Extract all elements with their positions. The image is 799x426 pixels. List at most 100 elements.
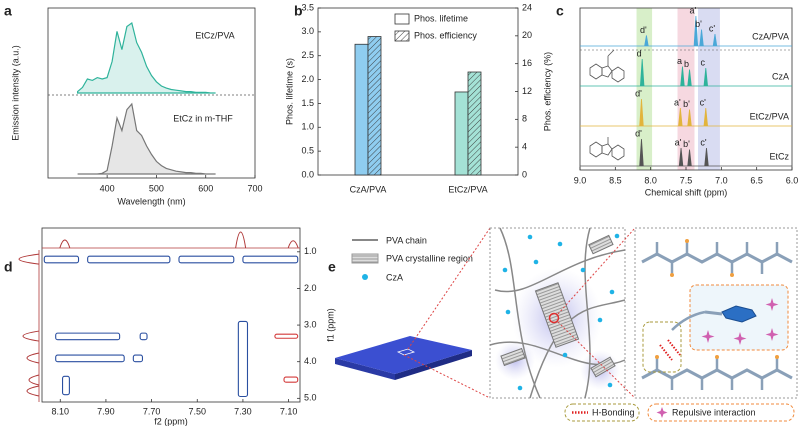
zoom-line [557,227,636,315]
legend-label: Phos. efficiency [414,30,477,40]
side-groups [655,242,779,390]
series-label: CzA [772,71,789,81]
projection-peak [287,240,299,249]
legend-crystal [351,253,379,264]
peak-label: a' [690,5,697,15]
film-side [395,350,472,380]
x-tick-label: 7.30 [234,406,252,416]
peak [639,138,644,167]
contour [55,332,121,341]
key-box [564,403,640,422]
spectrum [77,21,216,94]
zoom-line [407,227,491,350]
x-axis-title: Chemical shift (ppm) [645,187,728,197]
x-tick-label: 700 [247,183,262,193]
projection-peak [22,330,40,342]
y-tick-label: 4.0 [304,356,317,366]
cza-dots [502,233,620,391]
y-tick-label: 1.0 [301,122,314,132]
legend-text: CzA [386,272,403,282]
peak [693,15,699,47]
peak [703,67,708,87]
x-tick-label: 6.0 [786,175,799,185]
panel-label: e [328,259,336,275]
peak [639,98,644,127]
bar [467,71,482,176]
peak [703,107,708,127]
x-tick-label: CzA/PVA [350,184,387,194]
hbond-box [642,321,682,373]
series-label: CzA/PVA [752,31,789,41]
legend-swatch [394,30,410,42]
peak [687,69,692,87]
peak-label: d' [635,128,642,138]
y-tick-label: 0.0 [301,169,314,179]
hbond [659,344,673,361]
chain [584,227,591,399]
legend-dot [362,274,368,280]
y-tick-label: 5.0 [304,393,317,403]
highlight-band [677,8,695,170]
peak-label: c' [709,23,716,33]
x-tick-label: 500 [149,183,164,193]
contour [43,255,80,264]
zoom-mark [548,312,560,324]
film-zoom [396,348,416,356]
contour [237,320,249,398]
plot-frame [41,227,301,403]
contour [274,333,299,339]
carboxyl [671,310,706,331]
key-text: H-Bonding [592,407,635,417]
contour [55,354,125,363]
projection-peak [18,253,40,265]
y2-tick-label: 0 [522,169,527,179]
y-tick-label: 0.5 [301,146,314,156]
peak-label: b' [695,19,702,29]
x-axis-title: f2 (ppm) [154,416,188,426]
peak [639,58,645,87]
zoom-line [403,354,491,399]
crystal [588,234,614,255]
y-tick-label: 1.5 [301,98,314,108]
y-axis-title: Phos. lifetime (s) [284,58,294,125]
highlight-band [698,8,720,170]
contour [61,375,70,396]
peak [704,147,709,167]
peak [678,107,683,127]
panel-label: a [4,3,12,19]
chain [494,249,626,293]
projection-peak [26,352,40,364]
peak-label: c [701,57,706,67]
projection-peak [59,239,71,249]
panel-label: c [556,3,564,19]
film-side [335,358,395,380]
molecule [721,305,757,323]
series-label: EtCz/PVA [750,111,789,121]
crystal [500,347,526,367]
projection-peak [235,231,247,249]
peak [644,35,649,47]
contour [242,255,299,264]
x-tick-label: 8.5 [609,175,622,185]
key-text: Repulsive interaction [672,407,756,417]
legend-label: Phos. lifetime [414,13,468,23]
bar [367,36,382,176]
x-tick-label: 7.90 [97,406,115,416]
y-tick-label: 1.0 [304,246,317,256]
y-tick-label: 2.0 [304,283,317,293]
panel-label: b [294,3,303,19]
peak [678,147,684,167]
x-tick-label: 9.0 [574,175,587,185]
peak-label: d [637,48,642,58]
panel-label: d [4,259,13,275]
molecule-arm [704,310,723,316]
plot-frame [47,7,256,179]
x-axis-title: Wavelength (nm) [117,196,185,206]
peak-label: a [677,56,682,66]
repulsion-stars [701,298,779,345]
diagram: e PVA chain PVA crystalline region CzA [328,227,798,422]
x-tick-label: 400 [100,183,115,193]
x-tick-label: 600 [198,183,213,193]
